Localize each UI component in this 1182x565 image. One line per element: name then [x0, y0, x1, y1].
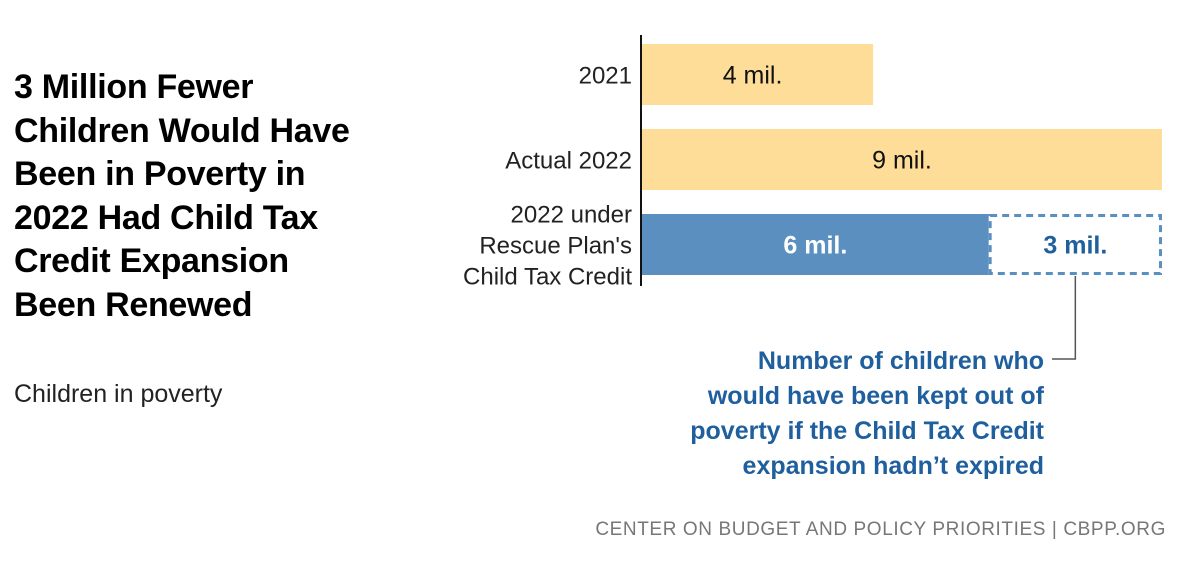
annotation-text: Number of children who would have been ke… — [690, 347, 1044, 480]
bar-3-segment-1 — [642, 214, 989, 275]
bar-value-label: 4 mil. — [723, 62, 783, 90]
bar-1-segment-1 — [642, 44, 874, 105]
annotation-connector — [1052, 276, 1077, 360]
category-label: 2021 — [579, 63, 632, 90]
category-label: 2022 under Rescue Plan's Child Tax Credit — [463, 202, 632, 291]
bar-value-label: 9 mil. — [872, 147, 932, 175]
bar-value-label: 6 mil. — [783, 232, 847, 260]
chart-title: 3 Million Fewer Children Would Have Been… — [14, 68, 350, 324]
bar-2-segment-1 — [642, 129, 1162, 190]
category-label: Actual 2022 — [505, 148, 632, 175]
source-credit: CENTER ON BUDGET AND POLICY PRIORITIES |… — [595, 519, 1166, 540]
bar-3-segment-2 — [988, 214, 1163, 275]
chart-subtitle: Children in poverty — [14, 380, 223, 408]
bar-value-label: 3 mil. — [1043, 232, 1107, 260]
